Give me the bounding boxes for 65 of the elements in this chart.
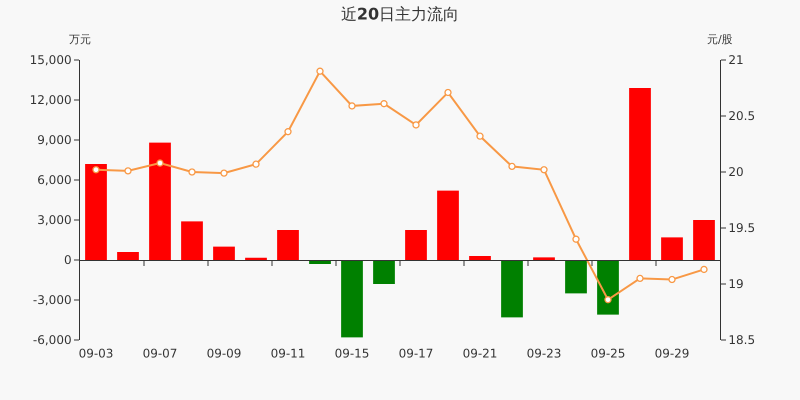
- x-tick-label: 09-29: [654, 346, 690, 360]
- point: [188, 168, 196, 176]
- point: [252, 160, 260, 168]
- y-tick-label: -6,000: [32, 333, 72, 348]
- y-tick-label: -3,000: [32, 293, 72, 308]
- bar: [501, 260, 523, 318]
- x-tick-label: 09-03: [78, 346, 114, 360]
- x-tick-label: 09-11: [270, 346, 306, 360]
- point: [540, 166, 548, 174]
- y-tick-label: 9,000: [37, 133, 72, 148]
- bar: [437, 190, 459, 260]
- y2-tick-label: 20: [728, 165, 744, 180]
- point: [156, 159, 164, 167]
- point: [124, 167, 132, 175]
- bar: [85, 164, 107, 260]
- y-tick-label: 12,000: [30, 93, 72, 108]
- point: [92, 166, 100, 174]
- bar: [597, 260, 619, 315]
- y-tick-label: 0: [64, 253, 72, 268]
- point: [668, 276, 676, 284]
- x-tick-label: 09-17: [398, 346, 434, 360]
- x-tick-label: 09-21: [462, 346, 498, 360]
- point: [476, 132, 484, 140]
- bar: [405, 230, 427, 260]
- point: [636, 274, 644, 282]
- bar: [117, 252, 139, 260]
- point: [572, 236, 580, 243]
- bar: [565, 260, 587, 294]
- point: [220, 169, 228, 177]
- y2-tick-label: 20.5: [728, 109, 756, 124]
- y-axis-title: 万元: [69, 33, 91, 46]
- bar: [213, 246, 235, 260]
- point: [380, 100, 388, 108]
- point: [604, 296, 612, 304]
- bar: [181, 221, 203, 260]
- x-tick-label: 09-25: [590, 346, 626, 360]
- y-tick-label: 15,000: [30, 53, 72, 68]
- bar: [661, 237, 683, 260]
- y2-tick-label: 19: [728, 277, 744, 292]
- point: [348, 102, 356, 110]
- y2-axis-title: 元/股: [707, 33, 733, 46]
- x-tick-label: 09-15: [334, 346, 370, 360]
- y-tick-label: 6,000: [37, 173, 72, 188]
- point: [316, 68, 324, 75]
- bar: [693, 220, 715, 260]
- bar: [149, 142, 171, 260]
- bar: [341, 260, 363, 338]
- point: [412, 121, 420, 129]
- point: [284, 128, 292, 136]
- x-tick-label: 09-23: [526, 346, 562, 360]
- chart-title: 近20日主力流向: [340, 4, 460, 24]
- bar: [533, 257, 555, 260]
- point: [508, 162, 516, 170]
- bar: [469, 256, 491, 260]
- point: [700, 266, 708, 274]
- y2-tick-label: 21: [728, 53, 744, 68]
- bar: [629, 88, 651, 260]
- bar: [373, 260, 395, 284]
- x-tick-label: 09-09: [206, 346, 242, 360]
- point: [444, 88, 452, 96]
- y2-tick-label: 19.5: [728, 221, 756, 236]
- y-tick-label: 3,000: [37, 213, 72, 228]
- bar: [277, 230, 299, 260]
- y2-tick-label: 18.5: [728, 333, 756, 348]
- x-tick-label: 09-07: [142, 346, 178, 360]
